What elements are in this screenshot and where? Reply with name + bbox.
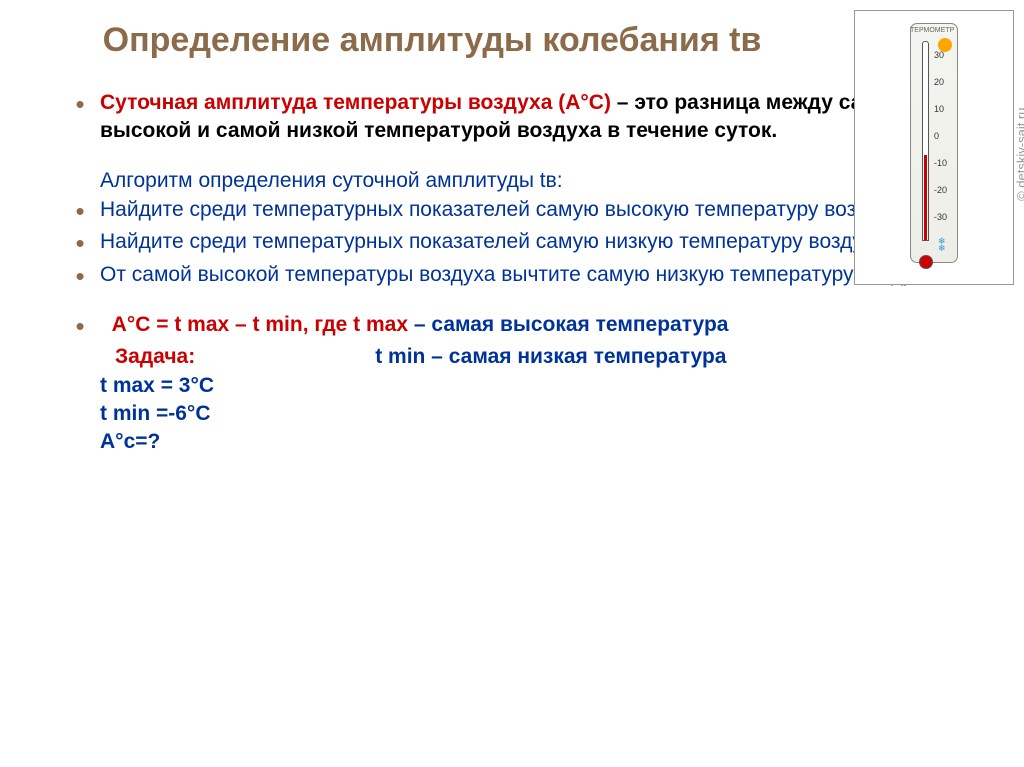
formula: А°С = t max – t min, где t max [112, 313, 408, 336]
definition-term: Суточная амплитуда температуры воздуха (… [100, 91, 611, 114]
tick-label: 30 [934, 51, 944, 60]
bullet-icon: • [60, 196, 100, 224]
example-tmin: t min =-6°С [60, 400, 984, 428]
thermometer-label: ТЕРМОМЕТР [910, 27, 952, 34]
tick-label: -20 [934, 186, 947, 195]
definition-connector: – это [611, 91, 674, 114]
bullet-step-3: • От самой высокой температуры воздуха в… [60, 261, 984, 289]
example-tmax: t max = 3°С [60, 372, 984, 400]
step-text: Найдите среди температурных показателей … [100, 228, 984, 256]
tick-label: 10 [934, 105, 944, 114]
bullet-step-2: • Найдите среди температурных показателе… [60, 228, 984, 256]
step-text: Найдите среди температурных показателей … [100, 196, 984, 224]
thermometer-image: ТЕРМОМЕТР 30 20 10 0 -10 -20 -30 ❄❄ © de… [854, 10, 1014, 285]
definition-text: Суточная амплитуда температуры воздуха (… [100, 89, 984, 146]
formula-line: А°С = t max – t min, где t max – самая в… [100, 311, 984, 339]
thermometer-tube [922, 41, 929, 241]
formula-tail: – самая высокая температура [408, 313, 728, 336]
bullet-icon: • [60, 311, 100, 339]
bullet-formula: • А°С = t max – t min, где t max – самая… [60, 311, 984, 339]
task-label: Задача: [115, 345, 195, 368]
step-text: От самой высокой температуры воздуха выч… [100, 261, 984, 289]
bullet-icon: • [60, 261, 100, 289]
tick-label: 0 [934, 132, 939, 141]
bullet-icon: • [60, 89, 100, 117]
image-credit: © detskiy-sait.ru [1014, 107, 1024, 200]
bullet-step-1: • Найдите среди температурных показателе… [60, 196, 984, 224]
slide: ТЕРМОМЕТР 30 20 10 0 -10 -20 -30 ❄❄ © de… [0, 0, 1024, 767]
thermometer-illustration: ТЕРМОМЕТР 30 20 10 0 -10 -20 -30 ❄❄ [904, 23, 964, 273]
snowflake-icon: ❄❄ [938, 238, 946, 252]
tick-label: -30 [934, 213, 947, 222]
tick-label: -10 [934, 159, 947, 168]
algorithm-heading: Алгоритм определения суточной амплитуды … [60, 167, 984, 195]
bullet-icon: • [60, 228, 100, 256]
tmin-definition: t min – самая низкая температура [375, 345, 726, 368]
example-result: А°с=? [60, 428, 984, 456]
bullet-definition: • Суточная амплитуда температуры воздуха… [60, 89, 984, 146]
tick-label: 20 [934, 78, 944, 87]
slide-content: • Суточная амплитуда температуры воздуха… [60, 89, 984, 457]
slide-title: Определение амплитуды колебания tв [60, 20, 984, 61]
task-tmin-line: Задача: t min – самая низкая температура [60, 343, 984, 371]
